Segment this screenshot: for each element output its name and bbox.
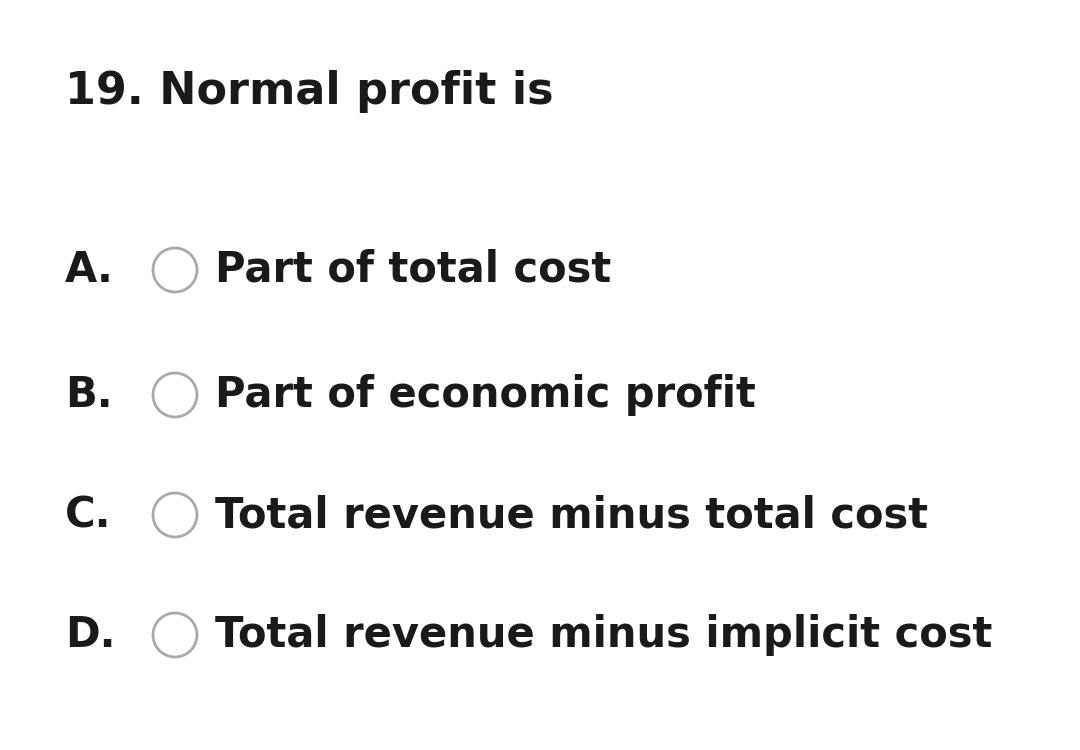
Text: Part of economic profit: Part of economic profit bbox=[215, 374, 756, 416]
Text: C.: C. bbox=[65, 494, 111, 536]
Text: Part of total cost: Part of total cost bbox=[215, 249, 611, 291]
Text: D.: D. bbox=[65, 614, 116, 656]
Text: B.: B. bbox=[65, 374, 112, 416]
Text: Total revenue minus implicit cost: Total revenue minus implicit cost bbox=[215, 614, 993, 656]
Text: 19. Normal profit is: 19. Normal profit is bbox=[65, 70, 554, 113]
Text: Total revenue minus total cost: Total revenue minus total cost bbox=[215, 494, 928, 536]
Text: A.: A. bbox=[65, 249, 113, 291]
